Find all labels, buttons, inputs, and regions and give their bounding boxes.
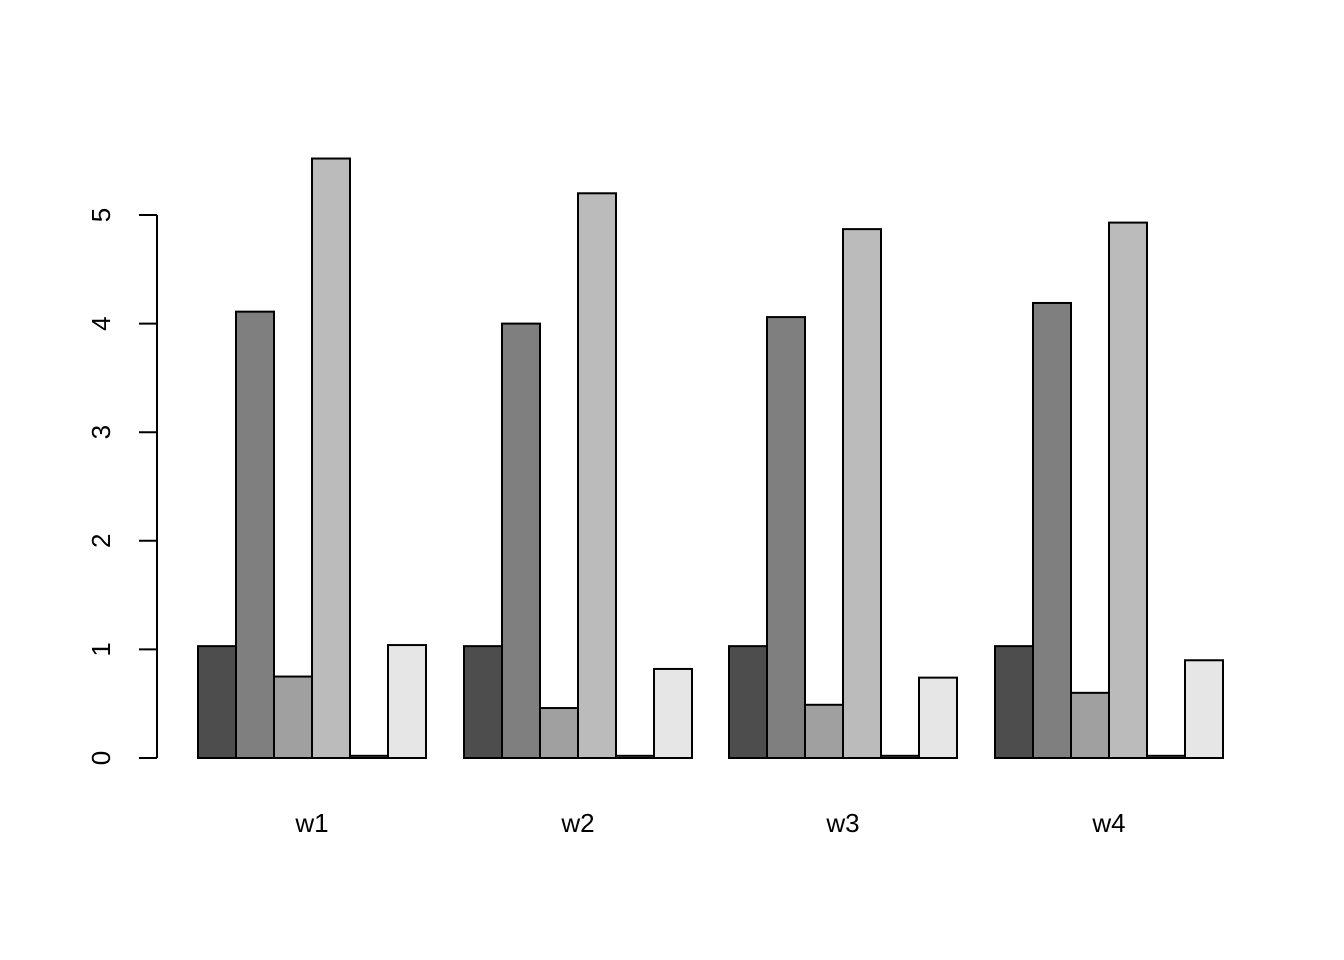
bars-group [197,157,1224,760]
bar-w4-series-4 [1108,221,1148,760]
y-axis: 0 1 2 3 4 5 [86,208,158,765]
bar-w3-series-5 [880,754,920,760]
y-tick-label-4: 4 [86,316,116,330]
bar-w3-series-6 [918,676,958,759]
bar-w4-series-6 [1184,659,1224,760]
bar-w2-series-1 [463,645,503,760]
bar-w2-series-3 [539,707,579,760]
bar-w4-series-3 [1070,691,1110,760]
bar-w3-series-1 [728,645,768,760]
bar-w3-series-2 [766,316,806,759]
bar-w1-series-3 [273,675,313,759]
bar-w2-series-5 [615,754,655,760]
bar-w1-series-5 [349,754,389,760]
x-axis-labels: w1 w2 w3 w4 [294,808,1125,838]
bar-w1-series-4 [311,157,351,759]
bar-w4-series-2 [1032,301,1072,759]
bar-w4-series-1 [994,645,1034,760]
bar-w3-series-4 [842,228,882,760]
x-category-label-w1: w1 [294,808,328,838]
y-tick-label-0: 0 [86,751,116,765]
y-tick-label-3: 3 [86,425,116,439]
bar-w1-series-6 [387,644,427,760]
bar-w2-series-6 [653,667,693,759]
x-category-label-w4: w4 [1091,808,1125,838]
bar-w1-series-2 [235,310,275,759]
bar-w1-series-1 [197,645,237,760]
x-category-label-w2: w2 [560,808,594,838]
bar-w2-series-4 [577,192,617,759]
bar-w4-series-5 [1146,754,1186,760]
x-category-label-w3: w3 [825,808,859,838]
y-tick-label-1: 1 [86,642,116,656]
bar-w3-series-3 [804,703,844,760]
y-tick-label-2: 2 [86,534,116,548]
bar-w2-series-2 [501,322,541,759]
y-tick-label-5: 5 [86,208,116,222]
